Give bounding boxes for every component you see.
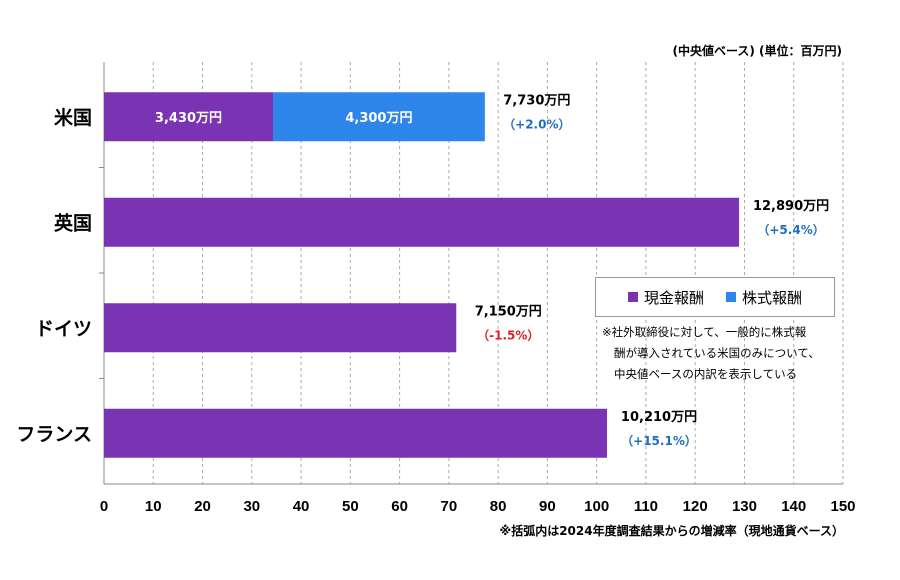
x-tick-label: 60 bbox=[391, 498, 408, 515]
legend-swatch-cash bbox=[627, 292, 638, 302]
x-tick-label: 100 bbox=[584, 498, 609, 515]
x-tick-label: 110 bbox=[634, 498, 658, 515]
change-label: （+5.4%） bbox=[757, 222, 824, 237]
note-line: 酬が導入されている米国のみについて、 bbox=[614, 346, 820, 360]
legend-item-cash: 現金報酬 bbox=[627, 287, 704, 308]
footnote: ※括弧内は2024年度調査結果からの増減率（現地通貨ベース） bbox=[499, 524, 844, 538]
bar-segment bbox=[272, 92, 485, 142]
unit-note: (中央値ベース) (単位：百万円) bbox=[672, 44, 842, 58]
category-label: 米国 bbox=[54, 106, 92, 129]
legend: 現金報酬 株式報酬 bbox=[595, 277, 835, 317]
legend-label: 株式報酬 bbox=[742, 288, 803, 307]
bar-data-label: 4,300万円 bbox=[345, 111, 412, 126]
bar-segment bbox=[104, 197, 740, 247]
x-tick-label: 130 bbox=[732, 498, 757, 515]
annotation-note: ※社外取締役に対して、一般的に株式報 酬が導入されている米国のみについて、 中央… bbox=[602, 322, 820, 385]
x-tick-label: 120 bbox=[683, 498, 708, 515]
x-tick-label: 20 bbox=[194, 498, 211, 515]
total-label: 10,210万円 bbox=[621, 410, 697, 425]
bar-data-label: 3,430万円 bbox=[155, 111, 222, 126]
change-label: （+15.1%） bbox=[621, 433, 697, 448]
category-label: 英国 bbox=[54, 211, 92, 234]
x-tick-label: 80 bbox=[490, 498, 507, 515]
x-tick-label: 70 bbox=[441, 498, 458, 515]
note-line: ※社外取締役に対して、一般的に株式報 bbox=[602, 325, 807, 339]
x-tick-label: 50 bbox=[342, 498, 359, 515]
x-tick-label: 0 bbox=[100, 498, 108, 515]
total-label: 7,150万円 bbox=[475, 304, 542, 319]
bar-segment bbox=[104, 92, 273, 142]
legend-swatch-stock bbox=[726, 292, 736, 302]
x-tick-label: 90 bbox=[539, 498, 556, 515]
x-tick-label: 30 bbox=[243, 498, 260, 515]
total-label: 7,730万円 bbox=[503, 93, 570, 108]
bar-segment bbox=[104, 303, 457, 353]
legend-label: 現金報酬 bbox=[643, 288, 704, 307]
change-label: （+2.0%） bbox=[503, 116, 570, 131]
x-tick-label: 150 bbox=[830, 498, 855, 515]
x-tick-label: 140 bbox=[781, 498, 806, 515]
category-label: フランス bbox=[16, 423, 92, 445]
legend-item-stock: 株式報酬 bbox=[726, 287, 802, 308]
category-label: ドイツ bbox=[35, 318, 92, 340]
total-label: 12,890万円 bbox=[753, 199, 829, 214]
x-tick-label: 40 bbox=[293, 498, 310, 515]
note-line: 中央値ベースの内訳を表示している bbox=[614, 367, 798, 381]
x-tick-label: 10 bbox=[145, 498, 162, 515]
change-label: （-1.5%） bbox=[477, 327, 539, 342]
bar-segment bbox=[104, 408, 608, 458]
